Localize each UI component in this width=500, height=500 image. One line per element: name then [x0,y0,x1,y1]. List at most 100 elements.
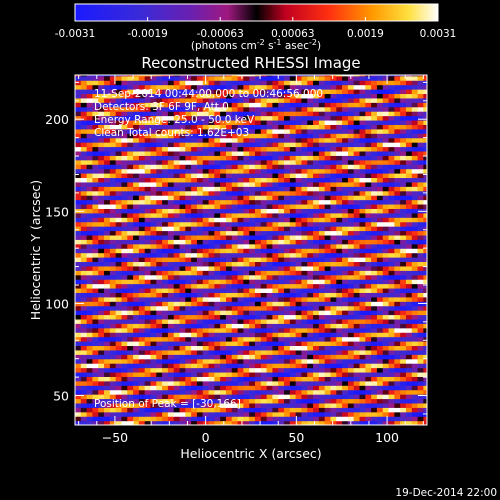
heatmap-cell [411,164,419,170]
heatmap-cell [162,358,169,364]
heatmap-cell [289,173,297,179]
heatmap-cell [388,349,395,355]
heatmap-cell [382,150,390,156]
heatmap-cell [133,115,140,121]
heatmap-cell [173,234,181,240]
heatmap-cell [214,416,221,422]
heatmap-cell [144,186,152,192]
heatmap-cell [167,208,175,214]
heatmap-cell [133,274,140,280]
heatmap-cell [301,265,308,271]
heatmap-cell [80,115,88,121]
heatmap-cell [330,221,337,227]
heatmap-cell [342,181,349,187]
heatmap-cell [243,261,250,267]
heatmap-cell [388,327,395,333]
heatmap-cell [237,128,244,134]
heatmap-cell [301,248,308,254]
heatmap-cell [313,261,320,267]
heatmap-cell [330,345,337,351]
heatmap-cell [359,146,366,152]
heatmap-cell [202,252,210,258]
heatmap-cell [220,305,227,311]
heatmap-cell [109,128,117,134]
heatmap-cell [272,287,279,293]
heatmap-cell [307,327,314,333]
heatmap-cell [225,380,233,386]
heatmap-cell [121,97,128,103]
heatmap-cell [150,93,157,99]
heatmap-cell [156,310,163,316]
heatmap-cell [249,142,256,148]
heatmap-cell [254,212,262,218]
heatmap-cell [243,376,250,382]
heatmap-cell [371,119,378,125]
heatmap-cell [225,270,233,276]
heatmap-cell [225,318,233,324]
heatmap-cell [371,208,378,214]
heatmap-cell [318,97,326,103]
heatmap-cell [127,287,134,293]
heatmap-cell [98,287,105,293]
heatmap-cell [156,159,163,165]
heatmap-cell [162,279,169,285]
heatmap-cell [260,398,268,404]
heatmap-cell [202,115,210,121]
heatmap-cell [376,323,384,329]
heatmap-cell [196,380,204,386]
heatmap-cell [144,292,152,298]
heatmap-cell [225,398,233,404]
heatmap-cell [225,124,233,130]
heatmap-cell [138,416,146,422]
heatmap-cell [307,93,314,99]
heatmap-cell [150,150,157,156]
heatmap-cell [243,115,250,121]
heatmap-cell [400,150,407,156]
heatmap-cell [208,217,215,223]
heatmap-cell [225,75,233,77]
heatmap-cell [86,296,94,302]
heatmap-cell [336,318,343,324]
heatmap-cell [80,199,88,205]
heatmap-cell [231,341,239,347]
heatmap-cell [225,310,233,316]
heatmap-cell [115,327,123,333]
heatmap-cell [388,168,395,174]
heatmap-cell [191,310,198,316]
heatmap-cell [388,159,395,165]
heatmap-cell [417,203,424,209]
heatmap-cell [371,358,378,364]
heatmap-cell [307,252,314,258]
heatmap-cell [92,394,99,400]
heatmap-cell [400,115,407,121]
heatmap-cell [295,199,303,205]
heatmap-cell [191,212,198,218]
heatmap-cell [196,398,204,404]
y-tick-label: 100 [45,296,69,311]
heatmap-cell [324,124,332,130]
heatmap-cell [318,367,326,373]
heatmap-cell [266,301,274,307]
heatmap-cell [405,252,413,258]
heatmap-cell [92,323,99,329]
heatmap-cell [173,97,181,103]
heatmap-cell [423,394,427,400]
heatmap-cell [347,323,355,329]
heatmap-cell [336,133,343,139]
heatmap-cell [185,305,192,311]
heatmap-cell [371,420,378,425]
heatmap-cell [336,75,343,81]
heatmap-cell [284,181,291,187]
heatmap-cell [371,243,378,249]
heatmap-cell [138,75,146,77]
heatmap-cell [330,416,337,422]
heatmap-cell [202,203,210,209]
heatmap-cell [115,358,123,364]
heatmap-cell [104,380,111,386]
heatmap-cell [185,239,192,245]
heatmap-cell [382,208,390,214]
heatmap-cell [405,137,413,143]
heatmap-cell [144,332,152,338]
heatmap-cell [307,358,314,364]
heatmap-cell [191,137,198,143]
